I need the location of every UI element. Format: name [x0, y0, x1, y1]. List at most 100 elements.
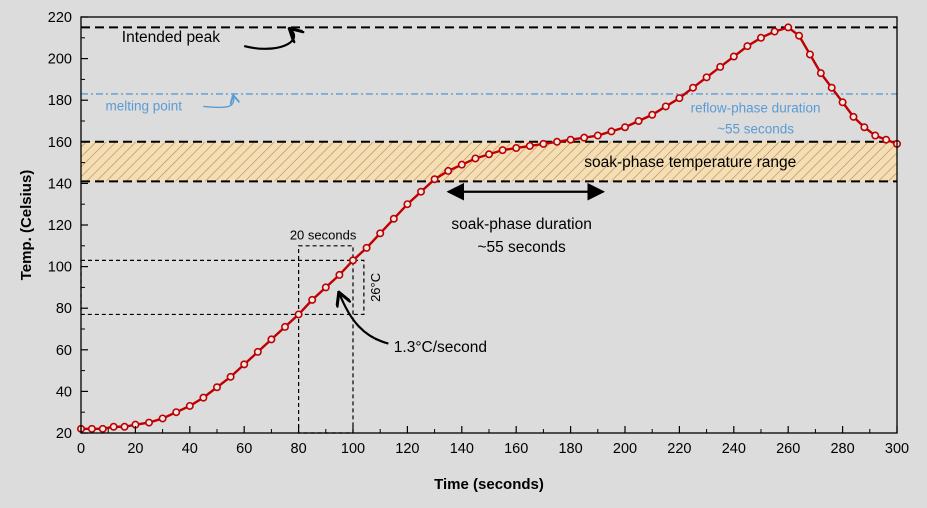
data-point	[805, 50, 814, 59]
data-point	[566, 135, 575, 144]
data-point	[308, 295, 317, 304]
data-point	[109, 422, 118, 431]
data-point	[688, 83, 697, 92]
x-tick-label: 80	[291, 441, 307, 457]
x-tick-label: 260	[776, 441, 800, 457]
data-point	[416, 187, 425, 196]
data-point	[98, 424, 107, 433]
y-tick-label: 120	[48, 218, 72, 234]
x-tick-label: 300	[885, 441, 909, 457]
data-point	[849, 112, 858, 121]
soak-range-label: soak-phase temperature range	[584, 154, 796, 171]
data-point	[321, 283, 330, 292]
soak-duration-value: ~55 seconds	[477, 239, 566, 256]
data-point	[770, 27, 779, 36]
data-point	[816, 69, 825, 78]
data-point	[389, 214, 398, 223]
data-point	[795, 31, 804, 40]
y-axis: 20 40 60 80 100 120 140 160 180 200 220	[48, 10, 88, 442]
data-point	[376, 229, 385, 238]
y-tick-label: 140	[48, 176, 72, 192]
y-tick-label: 100	[48, 260, 72, 276]
data-point	[756, 33, 765, 42]
x-axis-label: Time (seconds)	[434, 476, 544, 493]
x-tick-label: 20	[127, 441, 143, 457]
data-point	[253, 347, 262, 356]
slope-vertical-box	[298, 245, 354, 434]
soak-temperature-band	[81, 141, 897, 182]
data-point	[860, 123, 869, 132]
data-point	[280, 322, 289, 331]
data-point	[226, 372, 235, 381]
data-point	[702, 73, 711, 82]
reflow-duration-value: ~55 seconds	[717, 121, 794, 136]
intended-peak-label: Intended peak	[122, 29, 221, 46]
data-point	[838, 98, 847, 107]
data-point	[120, 422, 129, 431]
x-tick-label: 220	[667, 441, 691, 457]
data-point	[348, 256, 357, 265]
x-tick-label: 60	[236, 441, 252, 457]
x-tick-label: 100	[341, 441, 365, 457]
data-point	[539, 139, 548, 148]
temperature-series	[77, 23, 901, 433]
melting-point-arrow	[203, 96, 233, 109]
data-point	[444, 166, 453, 175]
data-point	[430, 175, 439, 184]
y-tick-label: 220	[48, 10, 72, 26]
x-tick-label: 140	[450, 441, 474, 457]
twenty-six-degrees-label: 26°C	[368, 273, 383, 302]
data-point	[648, 110, 657, 119]
y-tick-label: 200	[48, 52, 72, 68]
y-tick-label: 20	[56, 426, 72, 442]
data-point	[675, 94, 684, 103]
data-point	[525, 141, 534, 150]
data-point	[729, 52, 738, 61]
x-tick-label: 240	[722, 441, 746, 457]
data-point	[871, 131, 880, 140]
data-point	[362, 243, 371, 252]
data-point	[784, 23, 793, 32]
data-point	[607, 127, 616, 136]
data-point	[593, 131, 602, 140]
x-tick-label: 40	[182, 441, 198, 457]
y-axis-label: Temp. (Celsius)	[18, 170, 35, 281]
data-point	[240, 360, 249, 369]
data-point	[882, 135, 891, 144]
data-point	[471, 154, 480, 163]
ramp-rate-label: 1.3°C/second	[394, 339, 487, 356]
series-line	[81, 26, 898, 431]
data-point	[620, 123, 629, 132]
data-point	[634, 117, 643, 126]
x-tick-label: 160	[504, 441, 528, 457]
twenty-seconds-label: 20 seconds	[290, 228, 357, 243]
data-point	[716, 62, 725, 71]
data-point	[199, 393, 208, 402]
x-tick-label: 280	[830, 441, 854, 457]
data-point	[403, 200, 412, 209]
data-point	[580, 133, 589, 142]
y-tick-label: 80	[56, 301, 72, 317]
x-tick-label: 180	[558, 441, 582, 457]
melting-point-label: melting point	[105, 99, 182, 114]
x-tick-label: 200	[613, 441, 637, 457]
y-tick-label: 60	[56, 343, 72, 359]
data-point	[158, 414, 167, 423]
data-point	[267, 335, 276, 344]
data-point	[172, 408, 181, 417]
data-point	[335, 270, 344, 279]
data-point	[484, 150, 493, 159]
x-tick-label: 120	[395, 441, 419, 457]
reflow-duration-label: reflow-phase duration	[691, 101, 821, 116]
data-point	[512, 144, 521, 153]
x-axis: 0 20 40 60 80 100 120 140 160 180 200 220 240 260 280 3…	[77, 426, 909, 457]
y-tick-label: 160	[48, 135, 72, 151]
data-point	[145, 418, 154, 427]
y-tick-label: 40	[56, 384, 72, 400]
y-tick-label: 180	[48, 93, 72, 109]
data-point	[185, 401, 194, 410]
data-point	[552, 137, 561, 146]
intended-peak-arrow	[243, 29, 294, 50]
soak-duration-label: soak-phase duration	[451, 216, 591, 233]
